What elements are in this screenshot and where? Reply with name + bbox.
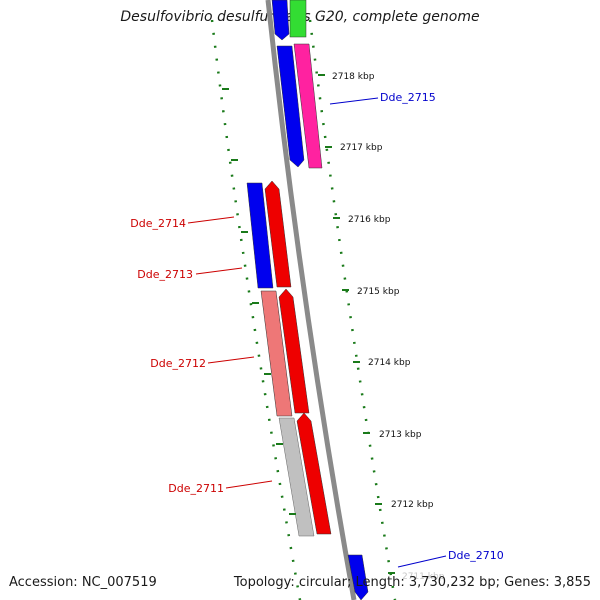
gene-arrow-dde-2712-red: [278, 288, 310, 414]
gene-label-dde-2715: Dde_2715: [380, 91, 436, 104]
scale-label: 2717 kbp: [340, 143, 383, 153]
gene-label-dde-2710: Dde_2710: [448, 549, 504, 562]
gene-arrow-dde-2715-blue: [276, 45, 305, 168]
scale-label: 2711 kbp: [402, 572, 445, 582]
genome-summary-text: Topology: circular; Length: 3,730,232 bp…: [233, 575, 591, 590]
accession-text: Accession: NC_007519: [9, 575, 157, 590]
scale-label: 2712 kbp: [391, 500, 434, 510]
gene-leader-line: [195, 267, 243, 275]
gene-leader-line: [329, 97, 379, 105]
gene-arrow-dde-2713: [264, 180, 292, 288]
gene-label-dde-2714: Dde_2714: [130, 217, 186, 230]
gene-arrow-top-blue: [271, 0, 290, 41]
scale-label: 2714 kbp: [368, 358, 411, 368]
scale-label: 2713 kbp: [379, 430, 422, 440]
gene-leader-line: [397, 555, 447, 568]
gene-arrow-dde-2711-red: [296, 412, 332, 535]
gene-arrow-dde-2714: [246, 182, 274, 289]
gene-label-dde-2712: Dde_2712: [150, 357, 206, 370]
gene-arrow-dde-2711-gray: [278, 417, 315, 537]
gene-leader-line: [225, 480, 273, 489]
scale-label: 2715 kbp: [357, 287, 400, 297]
gene-arrow-top-green: [289, 0, 307, 38]
gene-arrow-dde-2715-pink: [293, 43, 323, 169]
gene-arrow-dde-2710: [347, 554, 369, 600]
scale-label: 2718 kbp: [332, 72, 375, 82]
gene-arrow-dde-2712-light: [260, 290, 293, 417]
scale-label: 2716 kbp: [348, 215, 391, 225]
backbone-arc: [265, 0, 357, 600]
scale-dotted-arc: [308, 19, 397, 600]
gene-leader-line: [207, 356, 255, 364]
gene-label-dde-2711: Dde_2711: [168, 482, 224, 495]
gene-leader-line: [187, 216, 235, 224]
gene-label-dde-2713: Dde_2713: [137, 268, 193, 281]
